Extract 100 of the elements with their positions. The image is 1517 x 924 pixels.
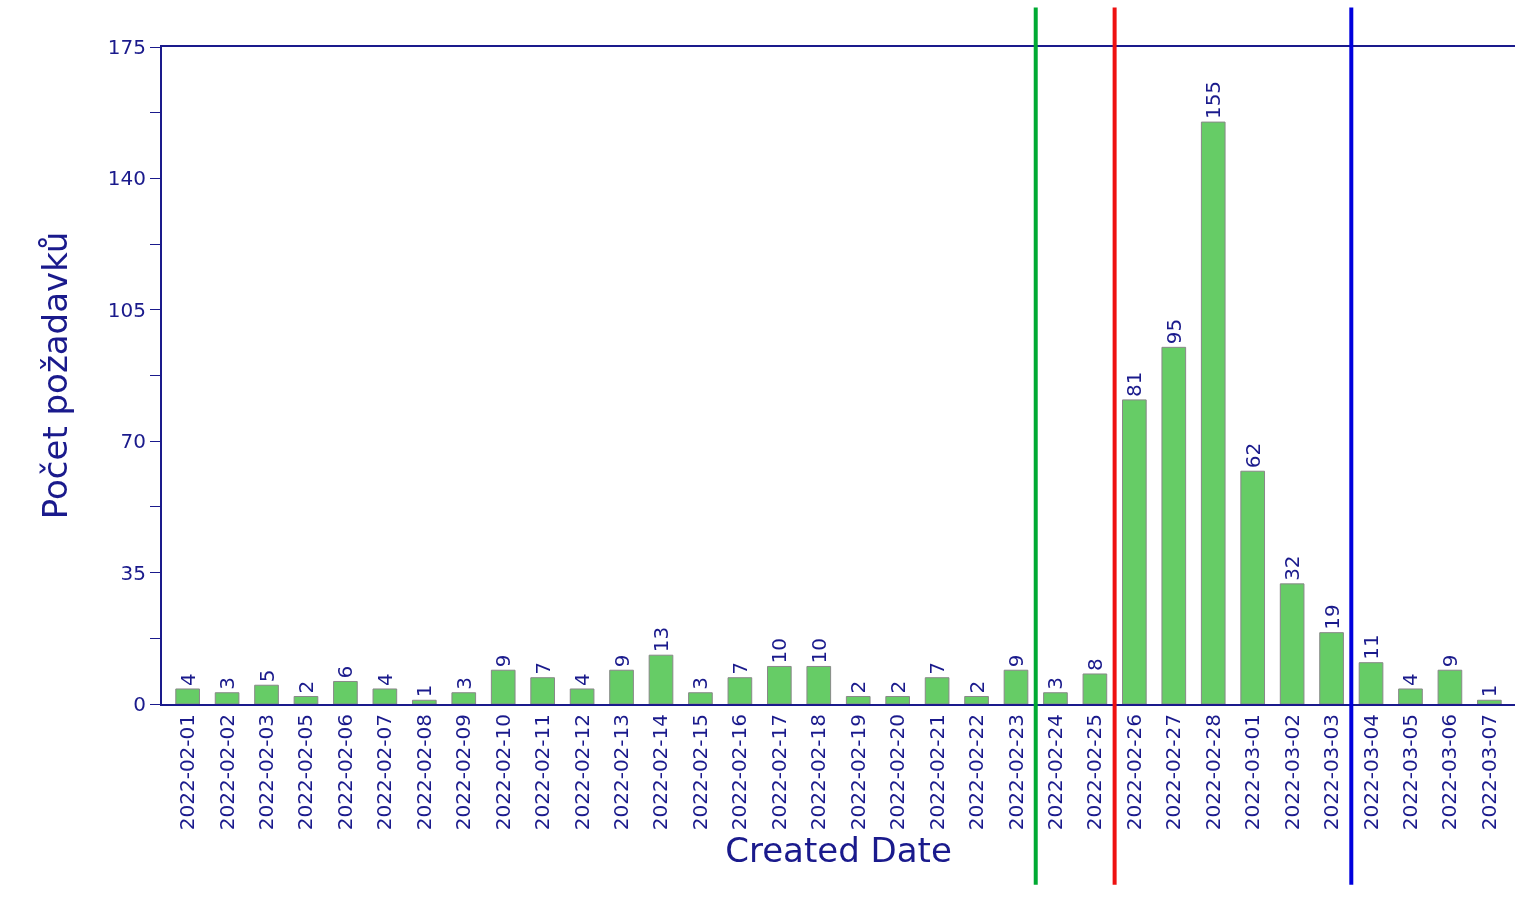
y-tick-label: 140 xyxy=(107,166,146,191)
bar xyxy=(1200,121,1226,704)
bar xyxy=(1319,632,1344,704)
x-tick-label: 2022-02-17 xyxy=(766,714,791,831)
data-label: 11 xyxy=(1359,634,1384,660)
x-tick-label: 2022-02-08 xyxy=(411,714,436,831)
bar xyxy=(1279,583,1305,704)
x-axis-title: Created Date xyxy=(725,830,952,871)
bar xyxy=(806,665,832,704)
data-label: 4 xyxy=(175,673,200,686)
bar xyxy=(924,677,950,704)
bar xyxy=(1122,399,1147,704)
data-label: 2 xyxy=(964,680,989,694)
x-tick-label: 2022-02-10 xyxy=(490,714,515,831)
x-tick-label: 2022-02-02 xyxy=(214,714,239,831)
x-tick-label: 2022-03-04 xyxy=(1358,714,1383,831)
x-tick-label: 2022-02-12 xyxy=(569,714,594,831)
x-tick-label: 2022-02-21 xyxy=(924,714,949,831)
x-tick-label: 2022-02-05 xyxy=(293,714,318,831)
bar xyxy=(530,677,555,704)
bar xyxy=(175,688,200,704)
bar xyxy=(1240,470,1266,704)
data-label: 2 xyxy=(846,680,871,694)
bar xyxy=(1358,662,1384,704)
bar xyxy=(451,692,477,704)
y-tick-label: 175 xyxy=(107,35,146,59)
x-tick-label: 2022-03-06 xyxy=(1437,714,1462,831)
data-label: 2 xyxy=(293,680,318,694)
y-tick-label: 0 xyxy=(133,692,146,716)
x-tick-label: 2022-02-07 xyxy=(372,714,397,831)
bar xyxy=(767,665,792,704)
x-tick-label: 2022-02-09 xyxy=(451,714,476,831)
data-label: 3 xyxy=(688,677,713,690)
data-label: 13 xyxy=(648,626,673,653)
bar xyxy=(845,695,871,704)
bar xyxy=(1043,692,1068,704)
x-tick-label: 2022-02-11 xyxy=(530,714,555,831)
data-label: 9 xyxy=(1437,654,1462,668)
data-label: 32 xyxy=(1280,555,1305,581)
bar xyxy=(214,692,240,704)
data-label: 19 xyxy=(1319,604,1344,630)
data-label: 7 xyxy=(925,661,950,675)
x-tick-label: 2022-02-15 xyxy=(687,714,712,831)
data-label: 7 xyxy=(530,661,555,675)
x-tick-label: 2022-02-23 xyxy=(1003,714,1028,831)
data-label: 95 xyxy=(1161,318,1186,345)
bar xyxy=(254,684,279,704)
data-label: 3 xyxy=(451,677,476,690)
data-label: 3 xyxy=(1043,677,1068,690)
x-tick-label: 2022-02-18 xyxy=(806,714,831,831)
x-tick-label: 2022-02-28 xyxy=(1200,714,1225,831)
data-label: 4 xyxy=(570,673,595,686)
bar xyxy=(333,680,358,704)
data-label: 9 xyxy=(1004,654,1029,668)
data-label: 6 xyxy=(333,665,358,679)
bar xyxy=(1398,688,1423,704)
data-label: 5 xyxy=(254,669,279,683)
data-label: 3 xyxy=(215,677,240,690)
x-tick-label: 2022-02-14 xyxy=(648,714,673,831)
x-tick-label: 2022-02-16 xyxy=(727,714,752,831)
bar xyxy=(648,654,674,704)
data-label: 2 xyxy=(885,680,910,694)
data-label: 62 xyxy=(1240,442,1265,469)
bar xyxy=(569,688,595,704)
x-tick-label: 2022-02-06 xyxy=(332,714,357,831)
bar xyxy=(293,695,319,704)
y-tick-label: 35 xyxy=(120,560,146,585)
data-label: 7 xyxy=(727,661,752,675)
data-label: 8 xyxy=(1082,658,1107,671)
y-tick-label: 70 xyxy=(120,429,146,454)
bar xyxy=(490,669,516,704)
bar xyxy=(411,699,437,704)
y-tick-label: 105 xyxy=(107,297,146,322)
x-tick-label: 2022-02-03 xyxy=(254,714,279,831)
x-tick-label: 2022-02-13 xyxy=(609,714,634,831)
data-label: 10 xyxy=(767,638,792,664)
x-tick-label: 2022-02-20 xyxy=(885,714,910,831)
x-tick-label: 2022-02-22 xyxy=(964,714,989,831)
x-tick-label: 2022-03-02 xyxy=(1279,714,1304,831)
x-tick-label: 2022-02-25 xyxy=(1082,714,1107,831)
x-tick-label: 2022-03-05 xyxy=(1397,714,1422,831)
x-tick-label: 2022-03-01 xyxy=(1240,714,1265,831)
bar xyxy=(372,688,398,704)
data-label: 81 xyxy=(1122,371,1147,397)
x-tick-label: 2022-02-01 xyxy=(175,714,200,831)
x-tick-label: 2022-03-03 xyxy=(1319,714,1344,831)
data-label: 4 xyxy=(372,673,397,686)
data-label: 9 xyxy=(491,654,516,668)
bar xyxy=(885,695,910,704)
data-label: 4 xyxy=(1398,673,1423,686)
data-label: 9 xyxy=(609,654,634,668)
data-label: 1 xyxy=(1477,684,1502,698)
data-label: 10 xyxy=(806,638,831,664)
bar xyxy=(727,677,753,704)
x-tick-label: 2022-02-26 xyxy=(1121,714,1146,831)
bar xyxy=(609,669,634,704)
bar xyxy=(1437,669,1463,704)
data-label: 1 xyxy=(412,684,437,698)
x-tick-label: 2022-02-24 xyxy=(1042,714,1067,831)
bar xyxy=(1161,346,1187,704)
